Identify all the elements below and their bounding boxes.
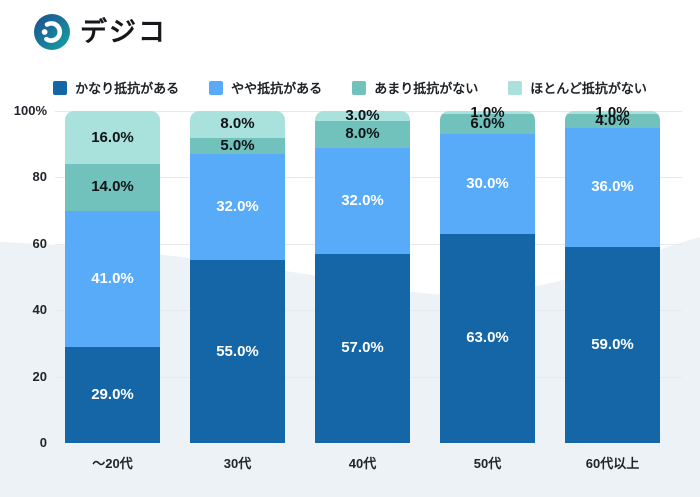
y-axis-tick-label: 100% — [13, 103, 47, 118]
bar-segment-value: 30.0% — [466, 175, 509, 193]
legend-swatch — [508, 80, 523, 95]
bar-segment — [440, 233, 535, 443]
bar-segment-value: 57.0% — [341, 339, 384, 357]
bar-segment-value: 32.0% — [216, 198, 259, 216]
y-axis-tick-label: 60 — [32, 235, 47, 251]
legend-item-label: やや抵抗がある — [231, 81, 323, 96]
bar-segment — [190, 260, 285, 443]
bar-segment-value: 4.0% — [595, 111, 630, 129]
bar-segment — [65, 346, 160, 443]
y-axis-tick-label: 20 — [32, 368, 47, 384]
bar-column — [440, 111, 535, 443]
bar-segment-value: 6.0% — [470, 115, 505, 133]
logo-text: デジコ — [80, 16, 167, 47]
bar-segment-value: 16.0% — [91, 128, 134, 146]
bar-segment-value: 59.0% — [591, 336, 634, 354]
legend-item: ほとんど抵抗がない — [508, 78, 647, 97]
bar-segment — [190, 154, 285, 261]
y-axis-tick-label: 0 — [39, 435, 47, 450]
legend-item-label: かなり抵抗がある — [75, 81, 180, 96]
bar-segment — [565, 114, 660, 128]
logo-icon — [34, 14, 70, 50]
bar-segment — [315, 147, 410, 254]
bar-segment-value: 36.0% — [591, 178, 634, 196]
bar-segment-value: 32.0% — [341, 191, 384, 209]
bar-segment-value: 1.0% — [470, 103, 505, 121]
bar-segment — [65, 111, 160, 165]
bar-segment-value: 41.0% — [91, 269, 134, 287]
x-axis-category-label: 40代 — [348, 456, 377, 471]
bar-segment-value: 14.0% — [91, 178, 134, 196]
bar-segment — [190, 111, 285, 138]
bar-segment — [440, 111, 535, 115]
bar-segment — [440, 114, 535, 135]
bar-column — [565, 111, 660, 443]
legend-item-label: あまり抵抗がない — [374, 81, 479, 96]
y-axis-tick-label: 80 — [32, 169, 47, 185]
bar-column — [315, 111, 410, 443]
bar-segment — [65, 210, 160, 347]
legend-item: やや抵抗がある — [209, 78, 322, 97]
bar-segment-value: 3.0% — [345, 106, 380, 124]
bar-segment — [565, 111, 660, 115]
bar-segment-value: 63.0% — [466, 329, 509, 347]
bar-segment — [65, 164, 160, 211]
bar-segment-value: 5.0% — [220, 136, 255, 154]
chart-legend: かなり抵抗がある やや抵抗がある あまり抵抗がない ほとんど抵抗がない — [0, 78, 700, 97]
bar-segment-value: 29.0% — [91, 385, 134, 403]
y-axis-tick-label: 40 — [32, 302, 47, 318]
bar-segment — [440, 134, 535, 234]
x-axis-category-label: 60代以上 — [585, 456, 640, 471]
legend-swatch — [209, 80, 224, 95]
legend-swatch — [53, 80, 68, 95]
legend-swatch — [352, 80, 367, 95]
bar-segment-value: 1.0% — [595, 103, 630, 121]
legend-item: かなり抵抗がある — [53, 78, 179, 97]
bar-segment — [315, 253, 410, 443]
x-axis-category-label: 30代 — [223, 456, 252, 471]
bar-segment — [565, 247, 660, 443]
bar-segment-value: 55.0% — [216, 342, 259, 360]
x-axis-category-label: 50代 — [473, 456, 502, 471]
logo: デジコ — [33, 13, 167, 51]
bar-column — [65, 111, 160, 443]
x-axis-category-label: ～20代 — [92, 456, 133, 471]
bar-segment — [190, 137, 285, 155]
bar-segment-value: 8.0% — [345, 125, 380, 143]
legend-item: あまり抵抗がない — [352, 78, 478, 97]
legend-item-label: ほとんど抵抗がない — [530, 81, 647, 96]
bar-segment — [315, 111, 410, 121]
bar-segment — [315, 120, 410, 148]
bar-segment — [565, 127, 660, 248]
bar-segment-value: 8.0% — [220, 115, 255, 133]
bar-column — [190, 111, 285, 443]
